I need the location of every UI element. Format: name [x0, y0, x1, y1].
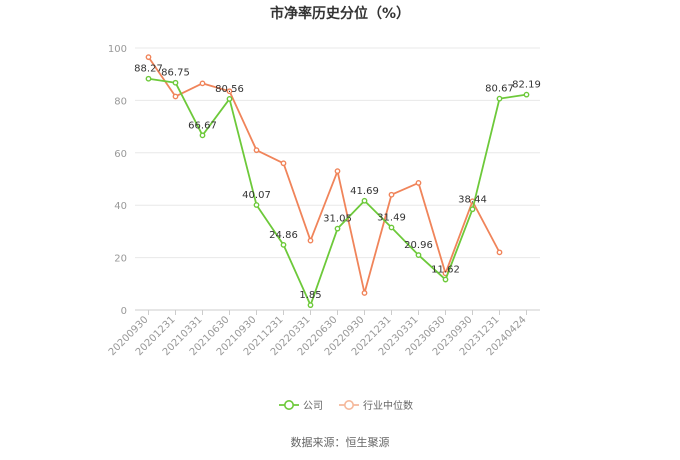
- data-point: [334, 168, 341, 175]
- y-tick-label: 40: [114, 201, 127, 212]
- data-label: 82.19: [512, 80, 541, 91]
- data-point: [442, 276, 449, 283]
- legend-item-industry-median[interactable]: 行业中位数: [339, 399, 413, 412]
- data-point: [145, 75, 152, 82]
- data-point: [145, 54, 152, 61]
- legend-label: 行业中位数: [363, 399, 413, 412]
- data-point: [334, 225, 341, 232]
- data-point: [226, 88, 233, 95]
- data-label: 41.69: [350, 186, 379, 197]
- data-point: [496, 95, 503, 102]
- data-point: [415, 180, 422, 186]
- x-axis-ticks: 2020093020201231202103312021063020210930…: [107, 310, 529, 358]
- legend-label: 公司: [303, 401, 323, 412]
- data-label: 88.27: [134, 64, 163, 75]
- data-point: [523, 91, 530, 98]
- grid-lines: [135, 47, 540, 259]
- data-label: 80.56: [215, 84, 244, 95]
- data-point: [253, 147, 260, 154]
- data-label: 20.96: [404, 240, 433, 251]
- data-point: [388, 224, 395, 231]
- series-line: [148, 77, 527, 307]
- series-line: [147, 56, 501, 294]
- y-tick-label: 100: [108, 44, 127, 55]
- y-tick-label: 60: [114, 149, 127, 160]
- data-point: [361, 197, 368, 204]
- data-point: [199, 132, 206, 139]
- data-point: [199, 80, 206, 87]
- source-note: 数据来源：恒生聚源: [291, 435, 390, 449]
- data-point: [280, 160, 287, 167]
- chart-title: 市净率历史分位（%）: [270, 5, 410, 22]
- data-label: 1.85: [299, 290, 321, 301]
- data-point: [361, 290, 368, 296]
- legend[interactable]: 公司 行业中位数: [279, 399, 413, 412]
- y-tick-label: 80: [114, 96, 127, 107]
- data-point: [172, 79, 179, 86]
- series-industry-median: [145, 54, 503, 296]
- data-label: 24.86: [269, 230, 298, 241]
- data-label: 31.05: [323, 214, 352, 225]
- data-label: 38.44: [458, 194, 487, 205]
- legend-marker-icon: [343, 399, 354, 410]
- data-label: 40.07: [242, 190, 271, 201]
- data-point: [469, 206, 476, 213]
- y-tick-label: 20: [114, 254, 127, 265]
- y-tick-label: 0: [121, 306, 127, 317]
- data-label: 66.67: [188, 120, 217, 131]
- data-point: [307, 237, 314, 244]
- data-label: 11.62: [431, 265, 460, 276]
- data-label: 31.49: [377, 212, 406, 223]
- data-point: [280, 241, 287, 248]
- data-label: 80.67: [485, 84, 514, 95]
- y-axis-ticks: 0 20 40 60 80 100: [108, 44, 127, 317]
- data-point: [172, 93, 179, 100]
- data-point: [253, 202, 260, 208]
- legend-marker-icon: [283, 399, 294, 410]
- data-point: [388, 191, 395, 198]
- data-point: [307, 302, 314, 309]
- data-label: 86.75: [161, 68, 190, 79]
- data-point: [496, 249, 503, 256]
- legend-item-company[interactable]: 公司: [279, 399, 323, 412]
- data-point: [415, 252, 422, 258]
- data-point: [226, 96, 233, 102]
